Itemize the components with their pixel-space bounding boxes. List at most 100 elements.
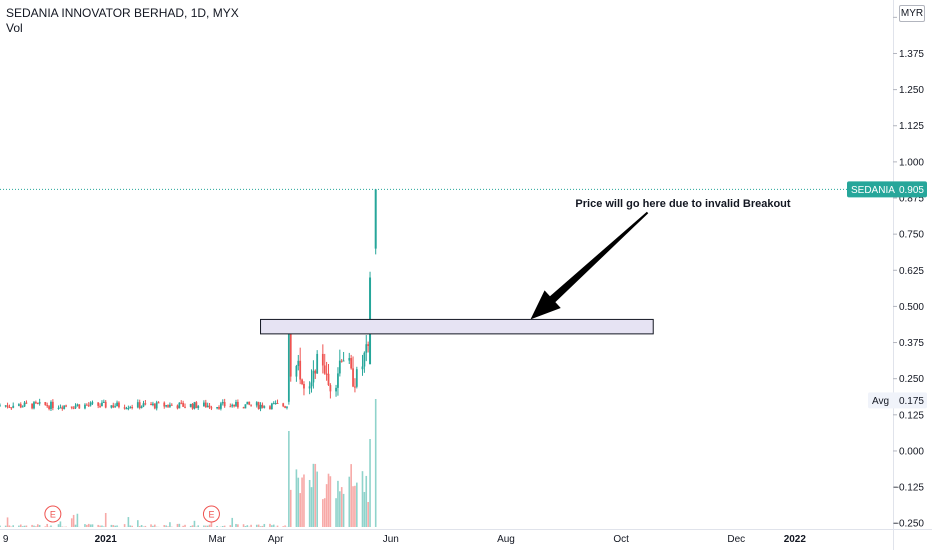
volume-bar: [230, 525, 232, 527]
volume-bar: [339, 491, 341, 527]
currency-button[interactable]: MYR: [899, 5, 925, 22]
candle-body: [352, 368, 354, 386]
avg-tag-label: Avg: [872, 396, 889, 407]
candle-body: [322, 354, 324, 366]
candle-body: [129, 407, 131, 408]
candle-body: [262, 405, 264, 408]
candle-body: [271, 404, 273, 409]
candle-body: [158, 402, 160, 403]
volume-bar: [101, 526, 103, 527]
volume-bar: [26, 526, 28, 527]
volume-bar: [71, 518, 73, 527]
volume-bar: [313, 464, 315, 527]
volume-bar: [260, 526, 262, 527]
volume-bar: [18, 526, 20, 527]
volume-bar: [316, 472, 318, 527]
candle-body: [12, 406, 14, 408]
volume-bar: [237, 524, 239, 527]
volume-bar: [88, 524, 90, 527]
volume-bar: [277, 526, 279, 527]
candle-body: [277, 403, 279, 404]
candle-body: [303, 384, 305, 388]
volume-bar: [103, 526, 105, 527]
volume-bar: [326, 484, 328, 527]
volume-bar: [179, 524, 181, 527]
volume-bar: [324, 498, 326, 527]
volume-bar: [33, 526, 35, 527]
candle-body: [31, 404, 33, 409]
candle-body: [312, 371, 314, 383]
volume-bar: [322, 499, 324, 527]
candle-body: [39, 402, 41, 404]
candle-body: [301, 380, 303, 384]
x-tick-label: Mar: [208, 534, 226, 545]
candle-body: [328, 374, 330, 385]
candle-body: [5, 405, 7, 406]
candle-body: [84, 405, 86, 409]
volume-bar: [352, 486, 354, 527]
candle-body: [246, 402, 248, 404]
candle-body: [63, 405, 65, 408]
volume-bar: [152, 526, 154, 527]
volume-bar: [128, 517, 130, 527]
candle-body: [341, 361, 343, 362]
candle-body: [311, 382, 313, 386]
volume-bar: [167, 526, 169, 527]
last-price-value: 0.905: [899, 185, 924, 196]
volume-bar: [75, 525, 77, 527]
x-tick-label: 9: [3, 534, 9, 545]
candle-body: [275, 403, 277, 404]
earnings-marker-label: E: [50, 510, 56, 520]
candle-body: [250, 405, 252, 406]
volume-bar: [7, 517, 9, 527]
avg-tag-value: 0.175: [899, 396, 924, 407]
volume-bar: [282, 526, 284, 527]
volume-bar: [150, 524, 152, 527]
volume-bar: [330, 476, 332, 527]
candle-body: [362, 366, 364, 369]
volume-bar: [209, 525, 211, 527]
candle-body: [190, 404, 192, 407]
candle-body: [237, 402, 239, 407]
y-tick-label: 0.625: [899, 266, 924, 277]
candle-body: [46, 405, 48, 406]
volume-bar: [77, 514, 79, 527]
y-tick-label: 1.125: [899, 121, 924, 132]
volume-bar: [35, 526, 37, 527]
candle-body: [286, 407, 288, 408]
candle-body: [335, 388, 337, 392]
candle-body: [61, 407, 63, 409]
candle-body: [90, 403, 92, 406]
candle-body: [169, 405, 171, 407]
volume-bar: [37, 524, 39, 527]
x-tick-label: Aug: [497, 534, 515, 545]
volume-bar: [297, 478, 299, 527]
candle-body: [9, 407, 11, 408]
volume-bar: [250, 525, 252, 527]
volume-bar: [45, 526, 47, 527]
candle-body: [114, 406, 116, 407]
candle-body: [167, 405, 169, 407]
candle-body: [177, 406, 179, 409]
volume-bar: [154, 525, 156, 527]
volume-bar: [86, 525, 88, 527]
volume-bar: [303, 474, 305, 527]
volume-bar: [194, 521, 196, 527]
volume-bar: [367, 502, 369, 527]
candle-body: [263, 406, 265, 408]
candle-body: [50, 402, 52, 409]
volume-bar: [182, 526, 184, 527]
candle-body: [75, 406, 77, 408]
candle-body: [220, 403, 222, 408]
volume-bar: [105, 513, 107, 527]
x-tick-label: Jun: [383, 534, 399, 545]
volume-bar: [350, 464, 352, 527]
candle-body: [71, 406, 73, 407]
y-tick-label: 1.375: [899, 49, 924, 60]
y-tick-label: 0.750: [899, 230, 924, 241]
y-tick-label: 1.250: [899, 85, 924, 96]
volume-bar: [235, 524, 237, 527]
candle-body: [154, 404, 156, 409]
